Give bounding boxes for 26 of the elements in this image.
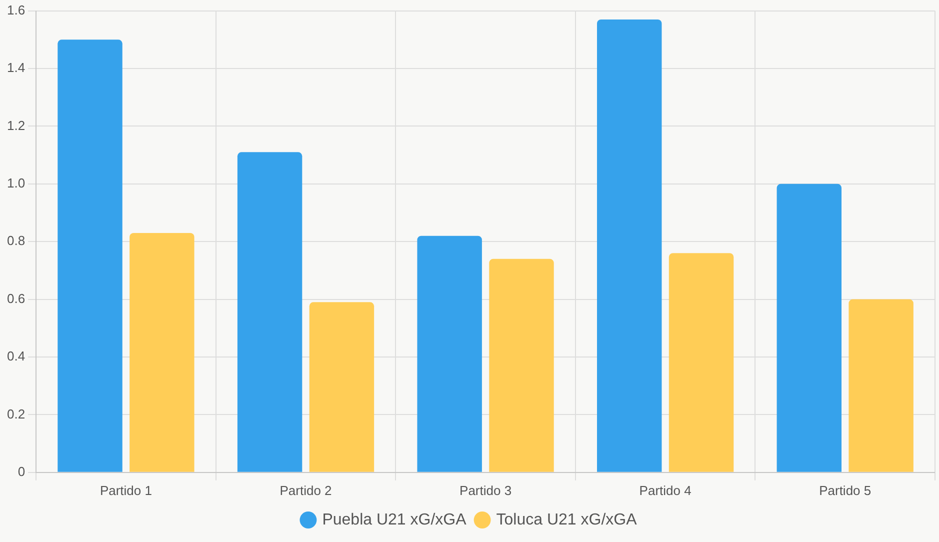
y-tick-label: 0.2 xyxy=(6,406,26,422)
y-tick-label: 0.8 xyxy=(6,233,26,248)
y-tick-label: 1.0 xyxy=(6,175,26,190)
y-tick-label: 1.4 xyxy=(6,60,26,76)
y-tick-label: 0 xyxy=(18,464,26,479)
bar xyxy=(237,152,302,472)
y-tick-label: 0.6 xyxy=(6,290,26,306)
bar xyxy=(489,258,554,472)
bar xyxy=(776,184,842,472)
x-tick-label: Partido 4 xyxy=(639,482,692,498)
legend-label: Toluca U21 xG/xGA xyxy=(496,511,638,528)
bar xyxy=(58,40,122,472)
bar xyxy=(309,302,374,472)
bar xyxy=(597,19,662,472)
bar xyxy=(848,299,914,472)
x-tick-label: Partido 3 xyxy=(460,482,512,498)
x-tick-label: Partido 2 xyxy=(280,482,332,498)
legend-label: Puebla U21 xG/xGA xyxy=(322,511,467,528)
bar xyxy=(668,253,734,472)
x-tick-label: Partido 5 xyxy=(819,482,872,498)
y-tick-label: 1.2 xyxy=(6,118,26,133)
bar xyxy=(130,232,194,472)
y-tick-label: 1.6 xyxy=(6,2,26,18)
y-tick-label: 0.4 xyxy=(6,348,26,364)
x-tick-label: Partido 1 xyxy=(100,482,152,498)
bar xyxy=(417,236,482,472)
